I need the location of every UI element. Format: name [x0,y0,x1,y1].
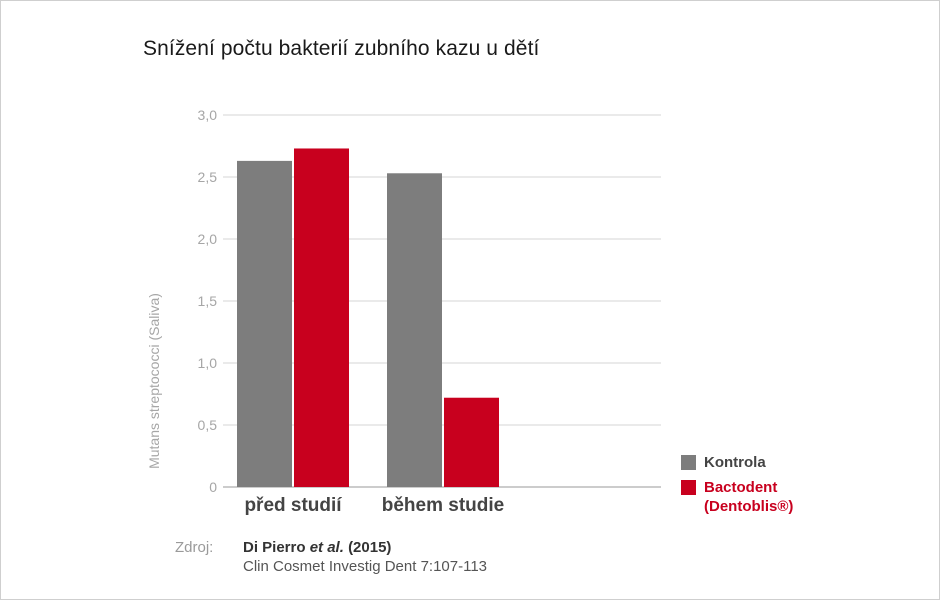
legend-swatch-kontrola [681,455,696,470]
y-tick-label: 3,0 [198,107,218,123]
legend-label-kontrola: Kontrola [704,454,766,471]
legend: Kontrola Bactodent (Dentoblis®) [681,453,793,522]
source-etal: et al. [309,539,344,556]
source-reference: Di Pierro et al. (2015) [243,539,391,556]
y-tick-label: 1,5 [198,293,218,309]
x-tick-label: během studie [382,495,504,516]
y-tick-label: 1,0 [198,355,218,371]
x-tick-labels: před studií během studie [244,495,504,516]
bar-kontrola-0 [237,160,292,487]
legend-label-bactodent: Bactodent [704,479,778,496]
y-tick-label: 0 [209,479,217,495]
source-authors: Di Pierro [243,539,306,556]
legend-swatch-bactodent [681,480,696,495]
y-tick-labels: 0 0,5 1,0 1,5 2,0 2,5 3,0 [198,107,218,495]
y-axis-label: Mutans streptococci (Saliva) [146,293,162,469]
legend-item-kontrola: Kontrola [681,453,793,472]
source-journal: Clin Cosmet Investig Dent 7:107-113 [243,558,488,575]
bar-bactodent-0 [294,148,349,488]
legend-label-dentoblis: (Dentoblis®) [704,498,794,515]
bar-bactodent-1 [444,397,499,487]
bars [237,148,499,488]
chart-title: Snížení počtu bakterií zubního kazu u dě… [143,37,540,60]
source-label: Zdroj: [175,539,214,556]
y-tick-label: 0,5 [198,417,218,433]
legend-item-bactodent: Bactodent (Dentoblis®) [681,478,793,516]
source-year: (2015) [348,539,392,556]
x-tick-label: před studií [244,495,342,516]
y-tick-label: 2,0 [198,231,218,247]
y-tick-label: 2,5 [198,169,218,185]
bar-kontrola-1 [387,173,442,487]
